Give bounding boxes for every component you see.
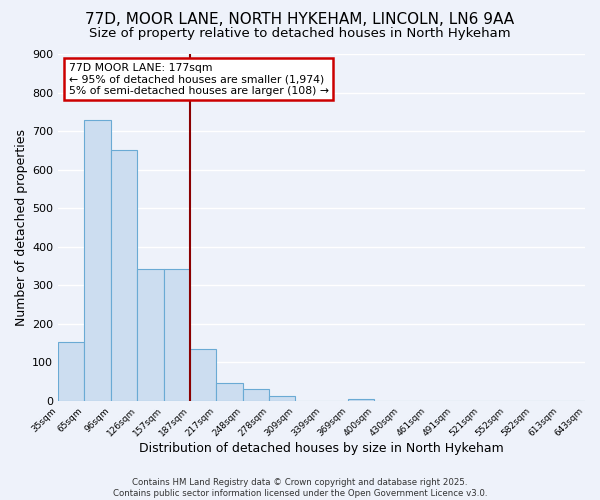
Bar: [216, 383, 242, 401]
Text: Size of property relative to detached houses in North Hykeham: Size of property relative to detached ho…: [89, 28, 511, 40]
Bar: [348, 399, 374, 401]
Y-axis label: Number of detached properties: Number of detached properties: [15, 129, 28, 326]
Text: 77D MOOR LANE: 177sqm
← 95% of detached houses are smaller (1,974)
5% of semi-de: 77D MOOR LANE: 177sqm ← 95% of detached …: [68, 62, 329, 96]
Bar: [85, 120, 111, 401]
Bar: [164, 268, 190, 401]
Bar: [269, 396, 295, 401]
Bar: [190, 349, 216, 401]
Bar: [111, 150, 137, 401]
Bar: [242, 390, 269, 401]
Bar: [137, 268, 164, 401]
Bar: [58, 342, 85, 401]
Text: 77D, MOOR LANE, NORTH HYKEHAM, LINCOLN, LN6 9AA: 77D, MOOR LANE, NORTH HYKEHAM, LINCOLN, …: [85, 12, 515, 28]
X-axis label: Distribution of detached houses by size in North Hykeham: Distribution of detached houses by size …: [139, 442, 504, 455]
Text: Contains HM Land Registry data © Crown copyright and database right 2025.
Contai: Contains HM Land Registry data © Crown c…: [113, 478, 487, 498]
